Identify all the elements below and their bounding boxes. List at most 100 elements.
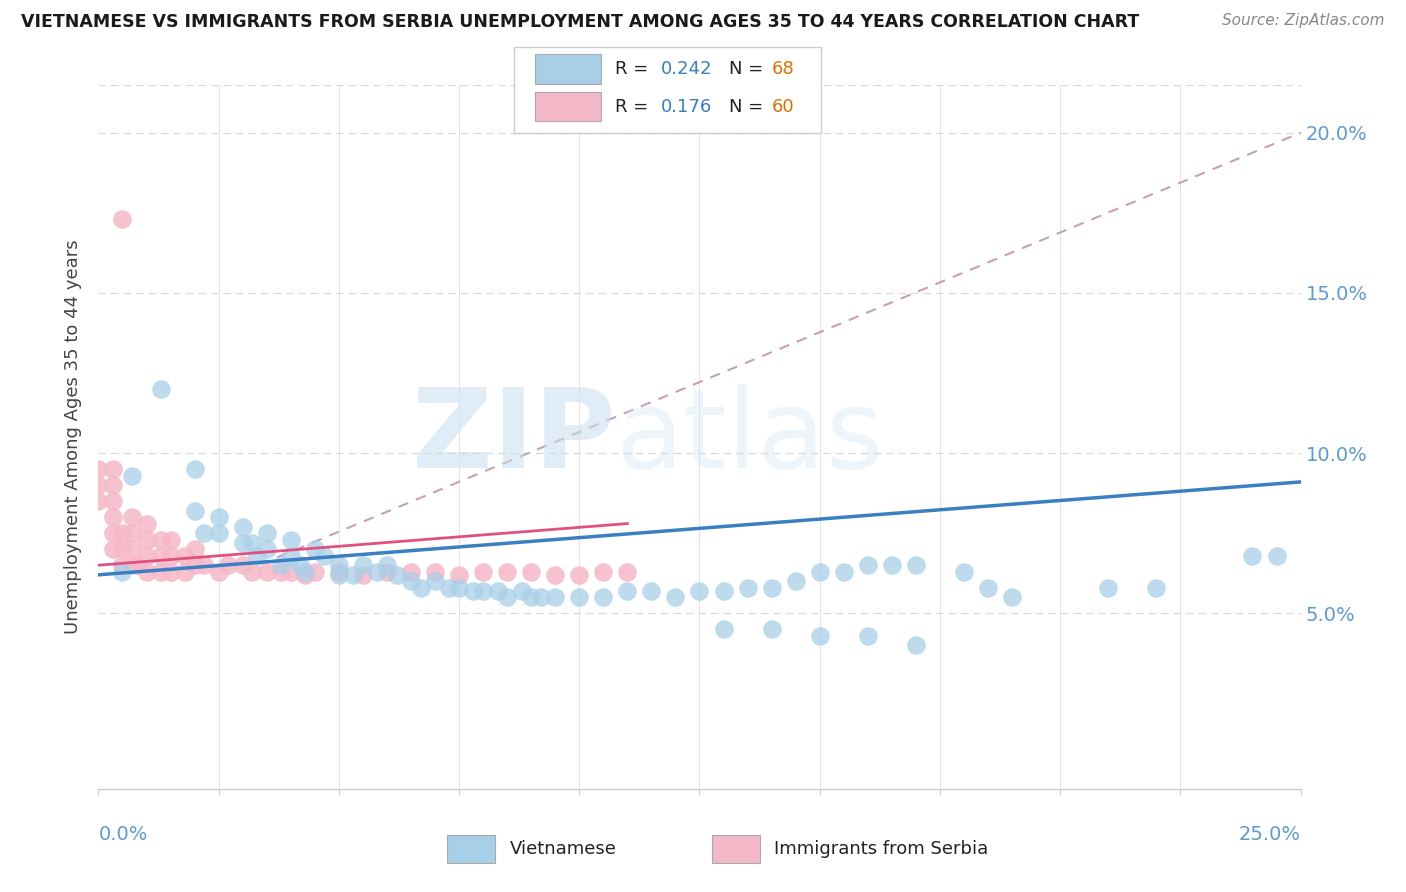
- Point: [208, 510, 231, 524]
- Point: [761, 622, 783, 636]
- Text: Vietnamese: Vietnamese: [509, 840, 616, 858]
- Point: [977, 581, 1000, 595]
- Text: 60: 60: [772, 97, 794, 116]
- Point: [121, 558, 143, 573]
- Point: [101, 526, 124, 541]
- Point: [463, 583, 485, 598]
- Point: [904, 638, 927, 652]
- Point: [159, 549, 181, 563]
- Text: 0.0%: 0.0%: [98, 824, 148, 844]
- Text: N =: N =: [730, 97, 769, 116]
- Point: [375, 558, 398, 573]
- Point: [352, 567, 374, 582]
- Point: [832, 565, 855, 579]
- Point: [240, 535, 263, 549]
- Text: atlas: atlas: [616, 384, 884, 491]
- FancyBboxPatch shape: [534, 92, 600, 121]
- Point: [135, 533, 157, 547]
- Point: [232, 558, 254, 573]
- Text: 68: 68: [772, 60, 794, 78]
- Point: [375, 565, 398, 579]
- FancyBboxPatch shape: [534, 54, 600, 84]
- Point: [193, 558, 215, 573]
- Point: [409, 581, 432, 595]
- Point: [737, 581, 759, 595]
- Text: 0.242: 0.242: [661, 60, 713, 78]
- Text: N =: N =: [730, 60, 769, 78]
- Point: [761, 581, 783, 595]
- Point: [520, 591, 543, 605]
- Point: [183, 462, 205, 476]
- Point: [125, 558, 148, 573]
- Point: [544, 591, 567, 605]
- Point: [496, 565, 519, 579]
- Text: Immigrants from Serbia: Immigrants from Serbia: [775, 840, 988, 858]
- Point: [808, 565, 831, 579]
- Point: [328, 565, 350, 579]
- Point: [399, 565, 422, 579]
- Point: [510, 583, 533, 598]
- Point: [87, 478, 110, 492]
- Point: [101, 510, 124, 524]
- FancyBboxPatch shape: [711, 835, 759, 863]
- Point: [280, 533, 302, 547]
- Point: [290, 558, 312, 573]
- Text: ZIP: ZIP: [412, 384, 616, 491]
- Point: [208, 565, 231, 579]
- Point: [616, 565, 638, 579]
- Point: [592, 565, 614, 579]
- Point: [447, 567, 470, 582]
- Point: [423, 565, 446, 579]
- FancyBboxPatch shape: [515, 47, 821, 133]
- Point: [496, 591, 519, 605]
- Point: [193, 526, 215, 541]
- Point: [149, 565, 172, 579]
- Point: [808, 629, 831, 643]
- Point: [208, 526, 231, 541]
- Point: [314, 549, 336, 563]
- Point: [280, 565, 302, 579]
- Point: [294, 565, 316, 579]
- Text: Source: ZipAtlas.com: Source: ZipAtlas.com: [1222, 13, 1385, 29]
- Point: [111, 542, 134, 557]
- Point: [149, 533, 172, 547]
- Point: [159, 533, 181, 547]
- Point: [101, 478, 124, 492]
- Point: [304, 565, 326, 579]
- Point: [1097, 581, 1119, 595]
- Point: [439, 581, 461, 595]
- Point: [880, 558, 903, 573]
- FancyBboxPatch shape: [447, 835, 495, 863]
- Text: R =: R =: [616, 60, 654, 78]
- Text: R =: R =: [616, 97, 654, 116]
- Point: [183, 504, 205, 518]
- Point: [616, 583, 638, 598]
- Point: [856, 629, 879, 643]
- Point: [530, 591, 553, 605]
- Point: [352, 558, 374, 573]
- Point: [664, 591, 686, 605]
- Point: [785, 574, 807, 589]
- Point: [101, 462, 124, 476]
- Point: [689, 583, 711, 598]
- Point: [121, 468, 143, 483]
- Point: [280, 549, 302, 563]
- Point: [270, 565, 292, 579]
- Point: [520, 565, 543, 579]
- Point: [87, 462, 110, 476]
- Point: [111, 526, 134, 541]
- Point: [423, 574, 446, 589]
- Point: [121, 542, 143, 557]
- Point: [294, 567, 316, 582]
- Point: [149, 382, 172, 396]
- Point: [328, 558, 350, 573]
- Point: [270, 558, 292, 573]
- Point: [111, 212, 134, 227]
- Point: [544, 567, 567, 582]
- Point: [217, 558, 239, 573]
- Point: [159, 565, 181, 579]
- Text: 25.0%: 25.0%: [1239, 824, 1301, 844]
- Point: [174, 565, 197, 579]
- Point: [592, 591, 614, 605]
- Point: [1265, 549, 1288, 563]
